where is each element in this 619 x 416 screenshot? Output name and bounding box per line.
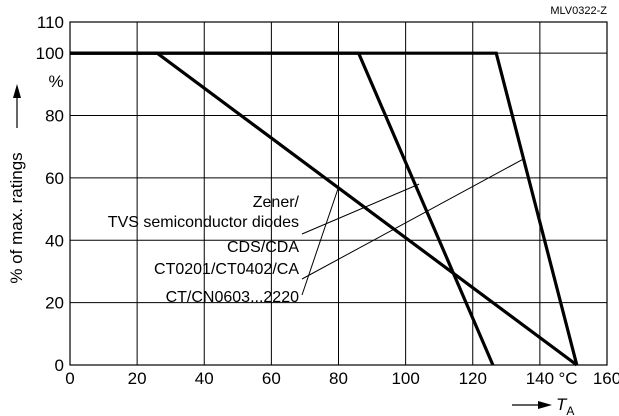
y-tick-label: 0 (55, 356, 64, 375)
x-tick-label: 40 (195, 369, 214, 388)
x-axis-subscript: A (566, 404, 574, 416)
grid (69, 21, 608, 366)
x-tick-label: 160 (593, 369, 619, 388)
x-tick-label: 140 (526, 369, 554, 388)
annotation-leader-1 (301, 183, 420, 235)
series-lines (70, 51, 579, 367)
y-axis-arrow-head (13, 84, 21, 98)
x-axis-arrow-head (538, 401, 552, 409)
x-tick-label: 20 (128, 369, 147, 388)
annotation-cds-line2: CT0201/CT0402/CA (154, 261, 299, 278)
annotation-zener-line1: Zener/ (253, 194, 300, 211)
y-tick-label: 100 (36, 44, 64, 63)
x-tick-label: 80 (329, 369, 348, 388)
x-tick-label: 60 (262, 369, 281, 388)
annotation-ct-line1: CT/CN0603...2220 (166, 289, 300, 306)
annotation-leader-2 (301, 158, 524, 280)
annotation-cds-line1: CDS/CDA (227, 239, 299, 256)
x-axis-label: TA (556, 395, 574, 416)
y-tick-label: 40 (45, 231, 64, 250)
x-axis-symbol: T (556, 395, 568, 414)
y-tick-label: 20 (45, 294, 64, 313)
series-line-2 (70, 51, 579, 366)
x-unit-label: °C (558, 369, 577, 388)
x-tick-label: 0 (65, 369, 74, 388)
y-tick-label: 110 (37, 13, 64, 32)
annotation-leader-3 (301, 187, 339, 296)
y-tick-label: 60 (45, 169, 64, 188)
y-unit-label: % (48, 72, 63, 91)
x-tick-label: 100 (391, 369, 419, 388)
plot-border (69, 21, 608, 366)
plot-frame (69, 21, 608, 366)
annotation-labels: Zener/ TVS semiconductor diodes CDS/CDA … (108, 194, 300, 306)
y-axis-title: % of max. ratings (7, 84, 26, 284)
x-axis-title: TA (512, 395, 574, 416)
tick-labels: 0 20 40 60 80 100 120 140 160 0 20 40 60 80 100 110 (36, 13, 619, 388)
annotation-zener-line2: TVS semiconductor diodes (108, 214, 299, 231)
figure-code: MLV0322-Z (550, 5, 607, 17)
series-line-3 (70, 51, 578, 367)
y-tick-label: 80 (45, 107, 64, 126)
annotation-leaders (301, 158, 524, 296)
x-tick-label: 120 (459, 369, 487, 388)
y-axis-label: % of max. ratings (7, 152, 26, 283)
